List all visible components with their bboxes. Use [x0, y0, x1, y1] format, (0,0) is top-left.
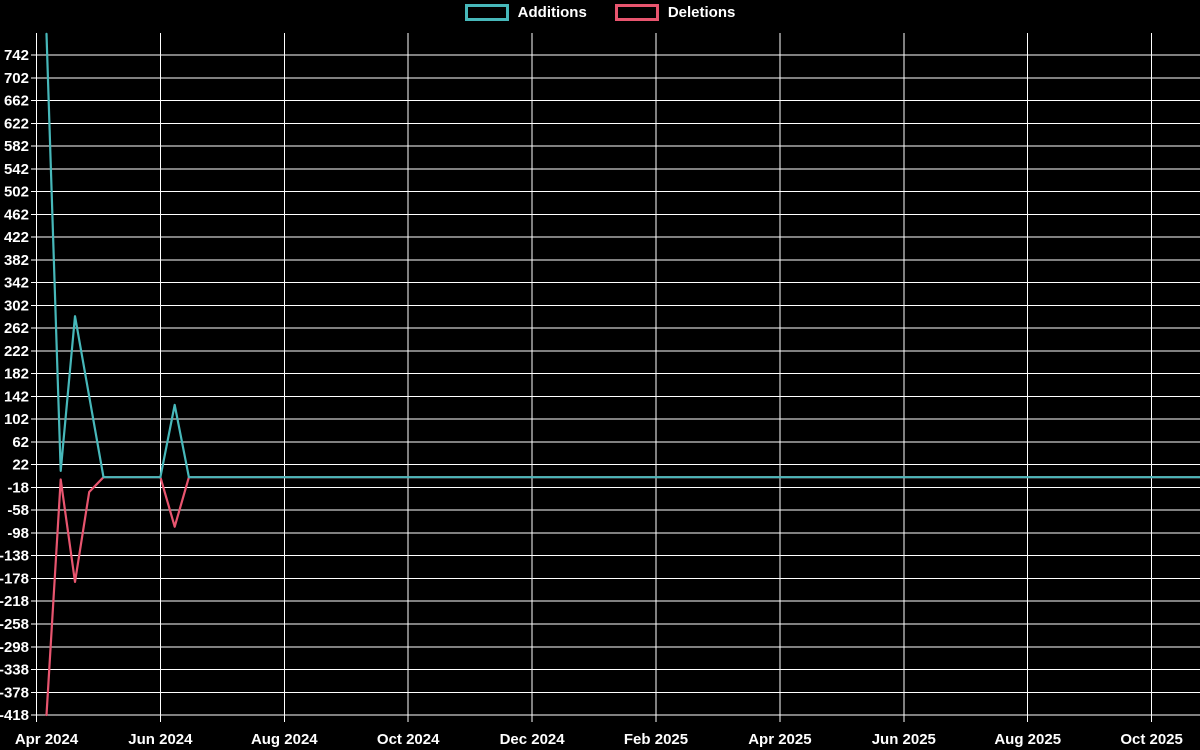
y-axis-tick-label: 142	[4, 388, 29, 405]
y-axis-tick-label: -98	[7, 525, 29, 542]
y-axis-tick-label: -138	[0, 548, 29, 565]
y-axis-tick-label: -18	[7, 479, 29, 496]
y-axis-tick-label: -338	[0, 662, 29, 679]
y-axis-tick-label: 382	[4, 252, 29, 269]
x-axis-tick-label: Dec 2024	[500, 731, 566, 748]
x-axis-tick-label: Apr 2024	[15, 731, 79, 748]
y-axis-tick-label: 582	[4, 138, 29, 155]
series-line-additions	[45, 32, 1200, 479]
y-axis-tick-label: -418	[0, 707, 29, 724]
y-axis-tick-label: 22	[12, 457, 29, 474]
y-axis-tick-label: 702	[4, 70, 29, 87]
y-axis-tick-label: 222	[4, 343, 29, 360]
x-axis-tick-label: Oct 2024	[377, 731, 440, 748]
additions-swatch-icon	[464, 4, 509, 21]
y-axis-tick-label: -258	[0, 616, 29, 633]
y-axis-tick-label: 342	[4, 275, 29, 292]
series-line-deletions	[45, 476, 1200, 717]
y-axis-tick-label: 662	[4, 93, 29, 110]
y-axis-tick-label: 542	[4, 161, 29, 178]
legend-item-deletions[interactable]: Deletions	[614, 4, 736, 21]
deletions-swatch-icon	[614, 4, 659, 21]
x-axis-tick-label: Oct 2025	[1120, 731, 1183, 748]
chart-legend: Additions Deletions	[0, 4, 1200, 21]
y-axis-tick-label: -178	[0, 570, 29, 587]
y-axis-tick-label: -378	[0, 684, 29, 701]
y-axis-tick-label: 502	[4, 184, 29, 201]
x-axis-tick-label: Jun 2025	[872, 731, 936, 748]
x-axis-tick-label: Aug 2024	[251, 731, 318, 748]
y-axis-tick-label: 742	[4, 47, 29, 64]
y-axis-tick-label: 462	[4, 206, 29, 223]
y-axis-tick-label: 262	[4, 320, 29, 337]
y-axis-tick-label: -298	[0, 639, 29, 656]
y-axis-tick-label: 422	[4, 229, 29, 246]
x-axis-tick-label: Feb 2025	[624, 731, 688, 748]
x-axis-tick-label: Aug 2025	[994, 731, 1061, 748]
legend-label-additions: Additions	[517, 4, 587, 21]
y-axis-tick-label: 102	[4, 411, 29, 428]
x-axis-tick-label: Apr 2025	[748, 731, 811, 748]
x-axis-tick-label: Jun 2024	[128, 731, 193, 748]
legend-item-additions[interactable]: Additions	[464, 4, 587, 21]
y-axis-tick-label: 302	[4, 297, 29, 314]
y-axis-tick-label: -58	[7, 502, 29, 519]
y-axis-tick-label: 622	[4, 115, 29, 132]
y-axis-tick-label: -218	[0, 593, 29, 610]
legend-label-deletions: Deletions	[667, 4, 736, 21]
y-axis-tick-label: 62	[12, 434, 29, 451]
y-axis-tick-label: 182	[4, 366, 29, 383]
